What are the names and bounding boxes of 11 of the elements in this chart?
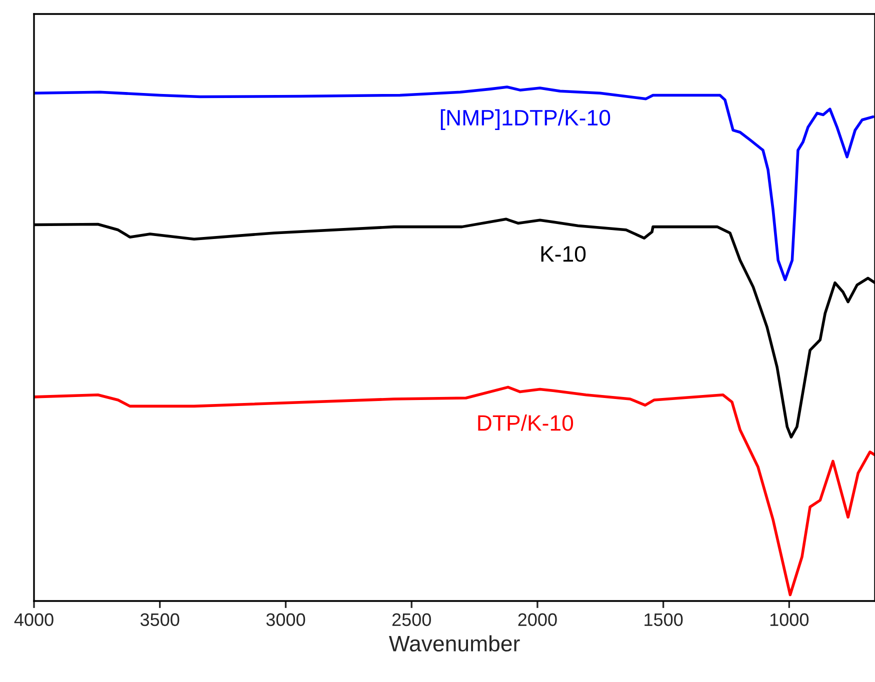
x-tick-label: 2500 xyxy=(392,613,431,626)
x-tick-label: 1000 xyxy=(770,613,809,626)
x-tick-label: 3500 xyxy=(140,613,180,626)
x-tick-label: 2000 xyxy=(518,613,557,626)
x-tick-label: 1500 xyxy=(644,613,683,626)
x-axis-title: Wavenumber xyxy=(388,635,520,652)
series-label: K-10 xyxy=(541,246,586,262)
x-tick-label: 4000 xyxy=(14,613,54,626)
series-label: DTP/K-10 xyxy=(478,414,574,431)
series-label: [NMP]1DTP/K-10 xyxy=(440,109,610,130)
x-tick-label: 3000 xyxy=(266,613,306,626)
